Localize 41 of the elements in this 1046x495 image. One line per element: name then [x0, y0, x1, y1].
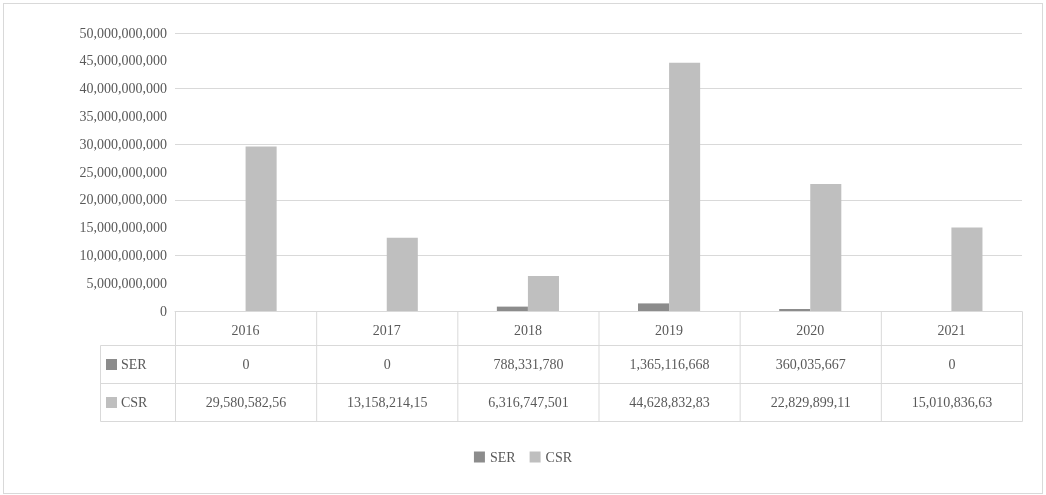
bar: [496, 306, 528, 311]
bar: [638, 303, 670, 311]
bar: [810, 184, 842, 311]
y-tick-label: 20,000,000,000: [79, 192, 167, 208]
data-label: 22,829,899,11: [769, 393, 852, 412]
data-label: 44,628,832,83: [628, 393, 711, 412]
bar: [669, 62, 701, 311]
legend-label: CSR: [121, 394, 148, 411]
legend-label: SER: [489, 449, 517, 465]
data-label: 29,580,582,56: [204, 393, 288, 412]
x-tick-label: 2018: [513, 322, 542, 338]
data-label: 6,316,747,501: [487, 393, 570, 412]
data-label: 15,010,836,63: [910, 393, 994, 412]
data-label: 0: [241, 355, 251, 374]
y-tick-label: 25,000,000,000: [79, 164, 167, 180]
x-tick-label: 2019: [655, 322, 684, 338]
data-label: 788,331,780: [492, 355, 565, 374]
y-tick-label: 30,000,000,000: [79, 136, 167, 152]
y-tick-label: 50,000,000,000: [79, 25, 167, 41]
x-tick-label: 2017: [372, 322, 401, 338]
y-tick-label: 45,000,000,000: [79, 53, 167, 69]
y-tick-label: 15,000,000,000: [79, 220, 167, 236]
bar: [527, 275, 559, 311]
x-tick-label: 2021: [937, 322, 966, 338]
x-tick-label: 2020: [796, 322, 825, 338]
data-label: 0: [382, 355, 392, 374]
data-label: 13,158,214,15: [346, 393, 429, 412]
bar: [951, 227, 983, 311]
y-tick-label: 10,000,000,000: [79, 247, 167, 263]
y-tick-label: 0: [160, 303, 167, 319]
y-tick-label: 40,000,000,000: [79, 81, 167, 97]
data-label: 0: [947, 355, 957, 374]
text: SER: [121, 356, 147, 372]
bar: [386, 237, 418, 311]
bar: [245, 146, 277, 311]
data-label: 360,035,667: [774, 355, 847, 374]
y-tick-label: 5,000,000,000: [86, 275, 167, 291]
text: CSR: [545, 449, 573, 465]
y-tick-label: 35,000,000,000: [79, 108, 167, 124]
data-label: 1,365,116,668: [628, 355, 711, 374]
x-tick-label: 2016: [231, 322, 260, 338]
